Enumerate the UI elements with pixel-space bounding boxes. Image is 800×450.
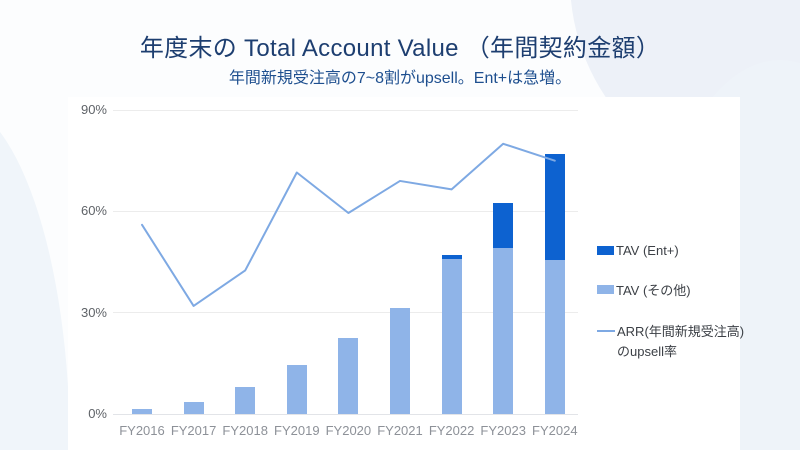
legend-label-arr-upsell: ARR(年間新規受注高) bbox=[617, 324, 745, 339]
x-axis-label-FY2024: FY2024 bbox=[532, 423, 578, 438]
bar-segment-FY2022 bbox=[441, 255, 462, 259]
legend-label-arr-upsell-line2: のupsell率 bbox=[617, 344, 677, 359]
x-axis-label-FY2018: FY2018 bbox=[222, 423, 268, 438]
gridline-90% bbox=[113, 109, 578, 111]
y-axis-tick-60%: 60% bbox=[80, 203, 107, 219]
bar-segment-FY2023 bbox=[493, 202, 514, 249]
bar-segment-FY2022 bbox=[441, 258, 462, 414]
bar-segment-FY2019 bbox=[286, 365, 307, 414]
plot-area: 0% 30% 60% 90% FY2016 FY2017 FY2018 FY2019 FY202… bbox=[81, 102, 578, 438]
slide-subtitle: 年間新規受注高の7~8割がupsell。Ent+は急増。 bbox=[228, 70, 572, 87]
legend-label-tav-other: TAV (その他) bbox=[616, 283, 691, 298]
chart-panel: 0% 30% 60% 90% FY2016 FY2017 FY2018 FY2019 FY202… bbox=[68, 97, 744, 450]
legend-swatch-tav-entplus bbox=[597, 246, 614, 255]
legend-item-tav-entplus: TAV (Ent+) bbox=[597, 243, 679, 258]
legend-line-swatch-arr-upsell bbox=[597, 329, 615, 332]
legend-item-tav-other: TAV (その他) bbox=[597, 280, 691, 299]
bar-segment-FY2018 bbox=[235, 386, 256, 414]
y-axis-tick-90%: 90% bbox=[80, 102, 107, 117]
x-axis-label-FY2023: FY2023 bbox=[480, 423, 526, 438]
bar-segment-FY2023 bbox=[493, 248, 514, 414]
x-axis-label-FY2021: FY2021 bbox=[377, 423, 423, 438]
y-axis-tick-0%: 0% bbox=[88, 406, 107, 421]
x-axis-label-FY2016: FY2016 bbox=[119, 423, 165, 438]
gridline-0% bbox=[113, 413, 578, 415]
x-axis-label-FY2020: FY2020 bbox=[325, 423, 372, 438]
y-axis-tick-30%: 30% bbox=[80, 304, 107, 320]
x-axis-label-FY2022: FY2022 bbox=[428, 423, 475, 438]
x-axis-label-FY2017: FY2017 bbox=[170, 423, 217, 438]
bar-segment-FY2024 bbox=[544, 153, 565, 261]
bar-segment-FY2021 bbox=[390, 307, 410, 414]
slide-title: 年度末の Total Account Value （年間契約金額） bbox=[139, 35, 661, 62]
bar-segment-FY2016 bbox=[132, 408, 152, 414]
background-decoration-left bbox=[0, 100, 70, 450]
bar-segment-FY2024 bbox=[544, 260, 565, 414]
gridline-30% bbox=[113, 312, 578, 314]
legend-label-tav-entplus: TAV (Ent+) bbox=[616, 243, 679, 258]
bar-segment-FY2017 bbox=[183, 402, 204, 414]
bar-segment-FY2020 bbox=[338, 338, 359, 414]
legend-swatch-tav-other bbox=[597, 285, 614, 294]
arr-upsell-line-series bbox=[141, 142, 556, 307]
legend-item-arr-upsell-rate: ARR(年間新規受注高) bbox=[597, 321, 744, 340]
x-axis-label-FY2019: FY2019 bbox=[274, 423, 320, 438]
